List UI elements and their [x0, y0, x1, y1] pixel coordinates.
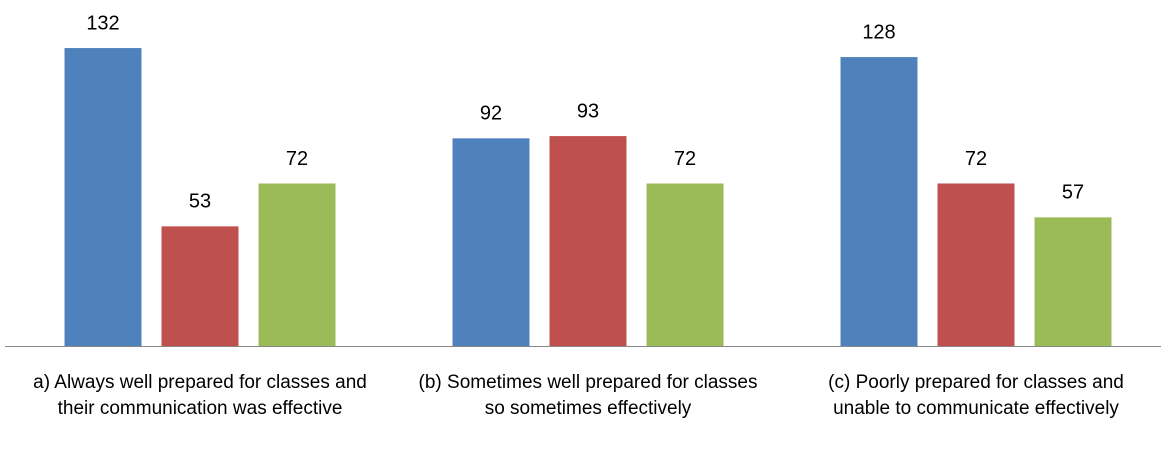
x-tick-label: a) Always well prepared for classes and … [33, 372, 367, 419]
bar [840, 57, 918, 346]
x-tick-label: (b) Sometimes well prepared for classes … [418, 372, 758, 419]
bar [646, 183, 724, 346]
bar [549, 136, 627, 346]
data-label: 72 [965, 148, 987, 170]
bar [64, 48, 142, 347]
bar [258, 183, 336, 346]
data-label: 128 [862, 21, 895, 43]
bar [937, 183, 1015, 346]
data-label: 132 [86, 12, 119, 34]
data-label: 72 [674, 148, 696, 170]
x-tick-label: (c) Poorly prepared for classes and unab… [828, 372, 1124, 419]
bar [161, 226, 239, 346]
data-label: 57 [1062, 182, 1084, 204]
data-label: 72 [286, 148, 308, 170]
data-label: 53 [189, 191, 211, 213]
data-label: 93 [577, 100, 599, 122]
bar [452, 138, 530, 346]
data-label: 92 [480, 103, 502, 125]
bar [1034, 217, 1112, 346]
